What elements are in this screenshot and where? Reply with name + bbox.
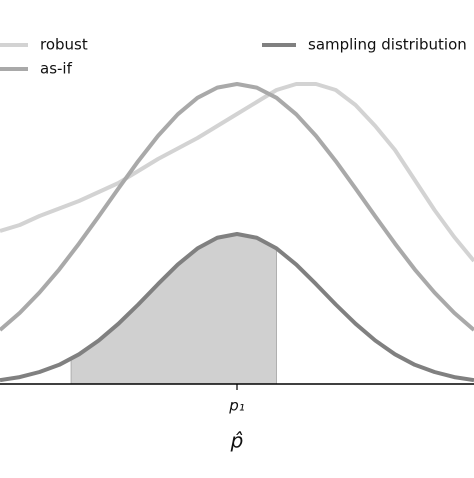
line [0,82,474,332]
line [0,232,474,383]
legend-label: as-if [40,60,73,78]
x-axis-label: p̂ [230,429,244,453]
line [0,82,474,263]
x-tick-label: p₁ [228,397,245,415]
shaded-area [70,233,277,385]
legend-label: sampling distribution [308,36,467,54]
legend-label: robust [40,36,88,54]
